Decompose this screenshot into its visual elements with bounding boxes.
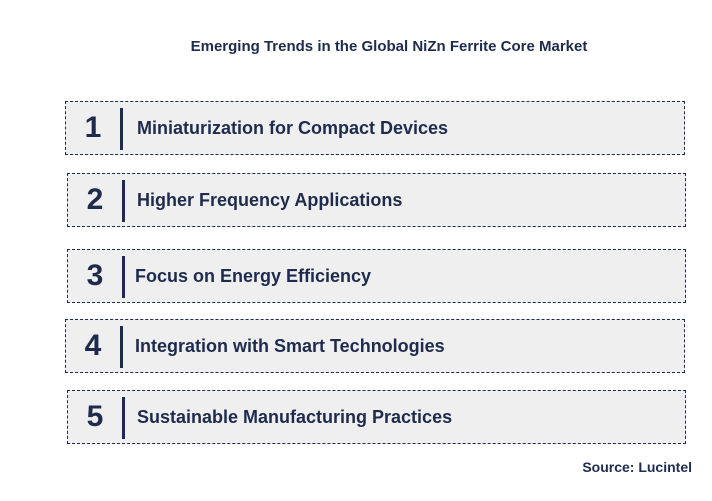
trend-label: Higher Frequency Applications [137,190,403,210]
trend-item-2: 2 Higher Frequency Applications [67,173,686,227]
trend-divider [122,397,125,439]
trend-divider [120,108,123,150]
trend-divider [120,326,123,368]
trend-label: Integration with Smart Technologies [135,336,445,356]
trend-number: 3 [86,259,104,292]
trend-label: Sustainable Manufacturing Practices [137,407,453,427]
trend-divider [122,256,125,298]
diagram-title: Emerging Trends in the Global NiZn Ferri… [190,38,588,55]
trend-item-1: 1 Miniaturization for Compact Devices [65,101,685,155]
trend-number: 5 [86,400,104,433]
trend-divider [122,180,125,222]
trend-item-5: 5 Sustainable Manufacturing Practices [67,390,686,444]
trend-number: 1 [84,111,102,144]
trend-item-4: 4 Integration with Smart Technologies [65,319,685,373]
trend-number: 4 [84,329,102,362]
trend-number: 2 [86,183,104,216]
trend-label: Focus on Energy Efficiency [135,266,372,286]
source-note: Source: Lucintel [582,459,692,475]
trend-label: Miniaturization for Compact Devices [137,118,449,138]
trend-item-3: 3 Focus on Energy Efficiency [67,249,686,303]
